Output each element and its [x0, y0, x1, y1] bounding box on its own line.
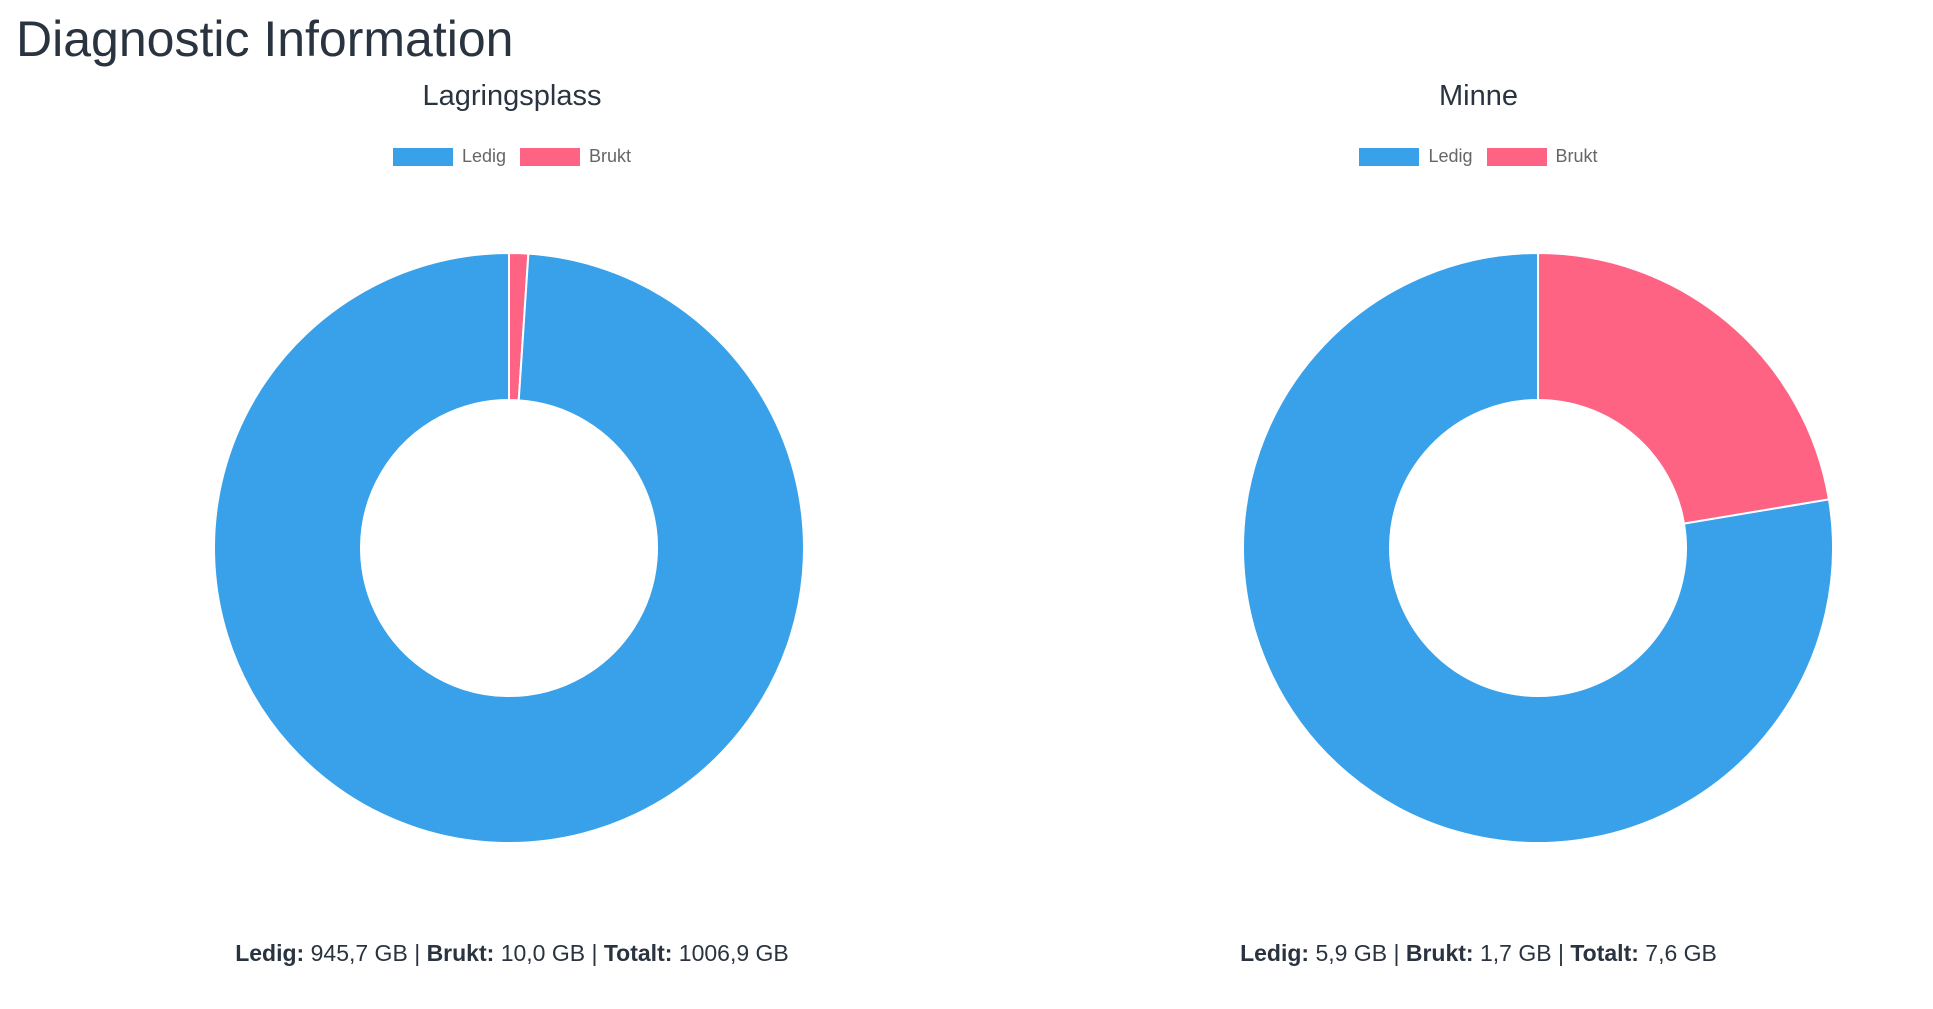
legend-label-ledig: Ledig — [461, 146, 507, 166]
summary-free-label: Ledig: — [1240, 940, 1310, 966]
summary-total-value: 1006,9 GB — [678, 940, 789, 966]
summary-total-label: Totalt: — [1570, 940, 1639, 966]
legend-swatch-ledig — [1359, 147, 1420, 166]
summary-separator: | — [1557, 940, 1564, 966]
summary-free-value: 945,7 GB — [310, 940, 408, 966]
summary-separator: | — [591, 940, 598, 966]
storage-chart-legend: Ledig Brukt — [0, 146, 1024, 167]
summary-used-label: Brukt: — [1405, 940, 1474, 966]
summary-used-value: 10,0 GB — [500, 940, 586, 966]
page-title: Diagnostic Information — [16, 11, 514, 67]
memory-chart-panel: Minne Ledig Brukt Ledig: 5,9 GB | Brukt:… — [1024, 78, 1933, 978]
memory-chart-legend: Ledig Brukt — [1024, 146, 1933, 167]
memory-chart-title: Minne — [1439, 80, 1518, 112]
legend-label-brukt: Brukt — [589, 146, 632, 166]
legend-swatch-brukt — [520, 147, 581, 166]
summary-free-label: Ledig: — [235, 940, 305, 966]
summary-used-label: Brukt: — [426, 940, 495, 966]
summary-free-value: 5,9 GB — [1315, 940, 1388, 966]
donut-slice-ledig[interactable] — [1242, 251, 1834, 844]
memory-donut-chart — [1242, 251, 1834, 844]
legend-label-brukt: Brukt — [1555, 146, 1598, 166]
summary-used-value: 1,7 GB — [1479, 940, 1552, 966]
summary-separator: | — [1393, 940, 1400, 966]
summary-total-value: 7,6 GB — [1645, 940, 1717, 966]
donut-slice-brukt[interactable] — [1537, 251, 1831, 525]
legend-item-brukt[interactable]: Brukt — [520, 146, 631, 167]
storage-chart-title: Lagringsplass — [422, 80, 602, 112]
legend-label-ledig: Ledig — [1428, 146, 1473, 166]
memory-summary: Ledig: 5,9 GB | Brukt: 1,7 GB | Totalt: … — [1024, 940, 1933, 967]
storage-summary: Ledig: 945,7 GB | Brukt: 10,0 GB | Total… — [0, 940, 1024, 967]
legend-item-ledig[interactable]: Ledig — [392, 146, 507, 167]
legend-item-ledig[interactable]: Ledig — [1359, 146, 1473, 167]
storage-chart-panel: Lagringsplass Ledig Brukt Ledig: 945,7 G… — [0, 78, 1024, 978]
donut-slice-ledig[interactable] — [213, 251, 805, 844]
summary-separator: | — [414, 940, 421, 966]
legend-swatch-ledig — [392, 147, 453, 166]
summary-total-label: Totalt: — [603, 940, 673, 966]
legend-item-brukt[interactable]: Brukt — [1486, 146, 1598, 167]
storage-donut-chart — [213, 251, 805, 844]
legend-swatch-brukt — [1486, 147, 1547, 166]
